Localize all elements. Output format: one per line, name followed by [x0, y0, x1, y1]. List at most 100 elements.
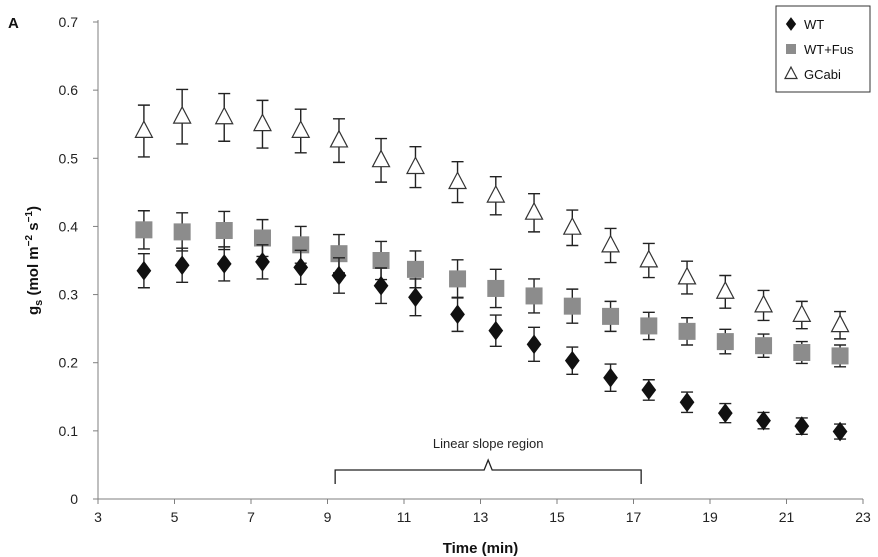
y-tick-label: 0 — [70, 491, 78, 507]
data-point — [255, 252, 270, 272]
x-tick-label: 19 — [702, 509, 718, 525]
data-point — [253, 229, 271, 247]
data-point — [486, 184, 506, 203]
data-point — [678, 322, 696, 340]
series-gcabi — [134, 88, 850, 340]
data-point — [405, 156, 425, 175]
data-point — [755, 337, 773, 355]
y-axis-title-part: (mol m — [25, 246, 42, 299]
data-point — [526, 334, 542, 355]
legend-marker — [785, 17, 797, 31]
data-point — [564, 350, 580, 371]
data-point — [639, 249, 659, 268]
y-axis-title-part: s — [25, 222, 42, 235]
data-point — [525, 287, 543, 305]
data-point — [603, 367, 618, 388]
data-point — [563, 297, 581, 315]
y-tick-label: 0.6 — [59, 82, 79, 98]
data-point — [562, 216, 582, 235]
data-point — [252, 113, 272, 132]
data-point — [717, 403, 733, 423]
data-point — [601, 234, 621, 253]
data-point — [756, 410, 771, 431]
data-point — [716, 333, 734, 351]
data-point — [136, 260, 152, 281]
legend-marker — [786, 44, 796, 54]
data-point — [640, 317, 658, 335]
data-point — [331, 265, 347, 286]
slope-bracket — [334, 458, 642, 484]
data-point — [216, 254, 232, 274]
panel-label: A — [8, 15, 19, 32]
data-point — [677, 266, 697, 285]
data-point — [450, 304, 465, 325]
y-tick-label: 0.2 — [59, 355, 79, 371]
y-axis-title-part: ) — [25, 206, 42, 211]
y-tick-label: 0.3 — [59, 287, 79, 303]
y-tick-label: 0.1 — [59, 423, 79, 439]
x-axis-title: Time (min) — [443, 540, 519, 557]
data-point — [794, 416, 810, 436]
data-point — [215, 222, 233, 240]
data-point — [831, 347, 849, 365]
data-point — [172, 105, 192, 124]
y-axis-title-part: s — [33, 300, 45, 306]
x-tick-label: 9 — [324, 509, 332, 525]
y-axis-title-part: g — [25, 306, 42, 315]
data-point — [832, 421, 848, 442]
x-tick-label: 5 — [171, 509, 179, 525]
data-point — [329, 129, 349, 148]
x-tick-label: 13 — [473, 509, 489, 525]
data-point — [487, 279, 505, 297]
legend-label: GCabi — [804, 67, 841, 82]
data-point — [715, 280, 735, 299]
x-tick-label: 17 — [626, 509, 642, 525]
legend-marker — [784, 65, 798, 80]
data-point — [754, 294, 774, 313]
data-point — [830, 314, 850, 333]
data-point — [134, 119, 154, 139]
data-point — [135, 221, 153, 239]
x-tick-label: 15 — [549, 509, 565, 525]
data-point — [371, 149, 391, 168]
x-tick-label: 23 — [855, 509, 871, 525]
y-axis-title-part: −2 — [24, 235, 35, 247]
data-point — [488, 320, 504, 341]
data-point — [291, 119, 311, 139]
y-tick-label: 0.4 — [59, 218, 79, 234]
data-point — [372, 252, 390, 269]
annotation-label: Linear slope region — [433, 436, 544, 451]
x-tick-label: 11 — [397, 509, 412, 525]
y-axis-title-text: gs (mol m−2 s−1) — [24, 206, 45, 315]
data-point — [524, 201, 544, 220]
data-point — [793, 343, 811, 361]
data-point — [641, 380, 657, 400]
legend: WT WT+Fus GCabi — [775, 5, 871, 93]
data-point — [292, 236, 310, 254]
y-ticks: 0 0.1 0.2 0.3 0.4 0.5 0.6 0.7 — [59, 14, 98, 507]
data-point — [449, 270, 467, 288]
y-tick-label: 0.7 — [59, 14, 79, 30]
linear-slope-annotation: Linear slope region — [334, 436, 642, 484]
x-tick-label: 21 — [779, 509, 795, 525]
data-point — [602, 307, 620, 325]
legend-label: WT+Fus — [804, 42, 854, 57]
data-point — [174, 255, 190, 276]
data-point — [792, 303, 812, 322]
data-point — [214, 106, 234, 125]
data-point — [679, 392, 695, 413]
x-ticks: 3 5 7 9 11 13 15 17 19 21 23 — [94, 499, 871, 525]
series-wt — [136, 244, 848, 442]
series-wt-fus — [135, 210, 849, 368]
y-axis-title: gs (mol m−2 s−1) — [24, 206, 45, 315]
y-tick-label: 0.5 — [59, 150, 79, 166]
data-point — [408, 287, 423, 308]
legend-label: WT — [804, 17, 824, 32]
y-axis-title-part: −1 — [24, 211, 35, 223]
x-tick-label: 3 — [94, 509, 102, 525]
data-point — [406, 260, 424, 278]
x-tick-label: 7 — [247, 509, 255, 525]
data-point — [373, 275, 389, 296]
data-point — [293, 257, 309, 278]
